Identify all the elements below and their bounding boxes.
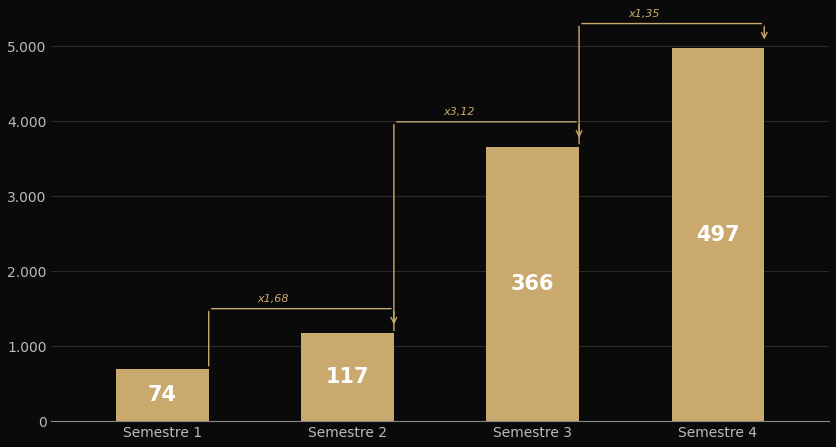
Text: x1,35: x1,35 (628, 8, 660, 19)
Text: x1,68: x1,68 (257, 294, 289, 304)
Bar (671, 48, 764, 421)
Bar (116, 369, 209, 421)
Bar (487, 147, 579, 421)
Text: 366: 366 (511, 274, 554, 294)
Bar (301, 333, 394, 421)
Text: 497: 497 (696, 225, 740, 245)
Text: 117: 117 (326, 367, 370, 387)
Text: 74: 74 (148, 385, 177, 405)
Text: x3,12: x3,12 (443, 107, 475, 117)
